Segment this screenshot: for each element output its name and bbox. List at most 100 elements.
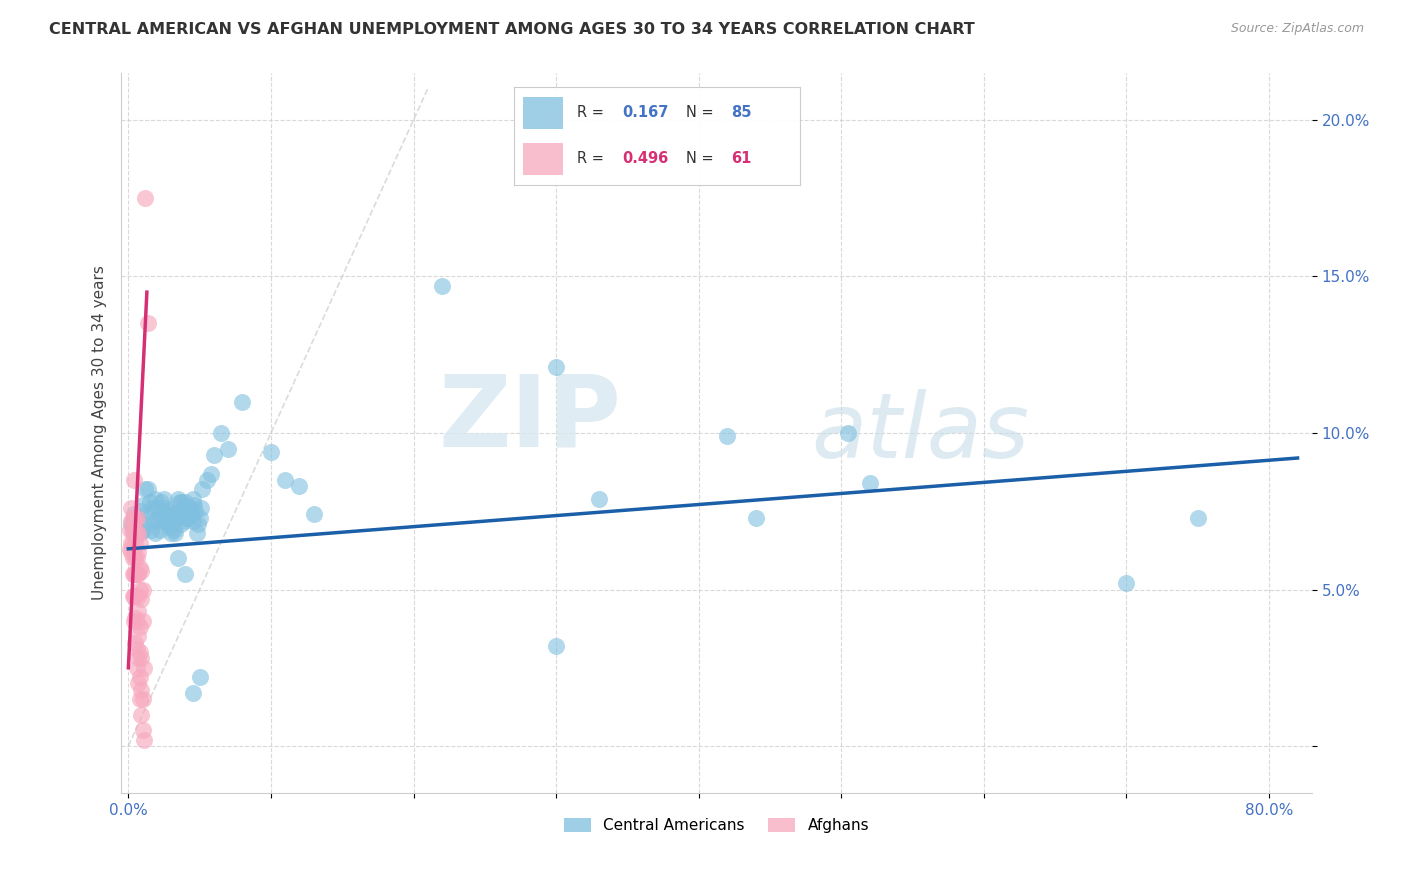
Point [169, 495, 191, 509]
Point [149, 523, 172, 537]
Point [181, 491, 204, 506]
Point [165, 526, 187, 541]
Point [302, 508, 325, 522]
Point [180, 508, 202, 522]
Point [217, 442, 239, 456]
Point [209, 425, 232, 440]
Point [128, 582, 150, 597]
Y-axis label: Unemployment Among Ages 30 to 34 years: Unemployment Among Ages 30 to 34 years [93, 266, 107, 600]
Point [131, 582, 153, 597]
Point [120, 514, 142, 528]
Point [174, 566, 197, 581]
Point [430, 278, 453, 293]
Point [131, 692, 153, 706]
Point [120, 501, 142, 516]
Point [122, 508, 145, 522]
Point [546, 360, 568, 375]
Point [122, 589, 145, 603]
Point [145, 491, 167, 506]
Point [132, 732, 155, 747]
Point [120, 535, 142, 549]
Text: CENTRAL AMERICAN VS AFGHAN UNEMPLOYMENT AMONG AGES 30 TO 34 YEARS CORRELATION CH: CENTRAL AMERICAN VS AFGHAN UNEMPLOYMENT … [49, 22, 974, 37]
Point [179, 501, 201, 516]
Point [190, 501, 212, 516]
Point [136, 483, 159, 497]
Point [231, 394, 253, 409]
Point [260, 444, 283, 458]
Point [165, 508, 187, 522]
Point [183, 498, 205, 512]
Point [170, 516, 193, 531]
Text: Source: ZipAtlas.com: Source: ZipAtlas.com [1230, 22, 1364, 36]
Point [195, 473, 218, 487]
Point [127, 510, 149, 524]
Point [184, 504, 207, 518]
Point [124, 589, 146, 603]
Point [129, 564, 152, 578]
Point [134, 191, 156, 205]
Point [124, 636, 146, 650]
Point [146, 510, 169, 524]
Point [128, 560, 150, 574]
Point [160, 514, 183, 528]
Point [181, 514, 204, 528]
Point [124, 610, 146, 624]
Point [188, 670, 211, 684]
Point [124, 535, 146, 549]
Point [837, 425, 859, 440]
Point [176, 504, 198, 518]
Point [173, 514, 195, 528]
Point [125, 566, 148, 581]
Point [129, 651, 152, 665]
Point [131, 523, 153, 537]
Point [200, 467, 222, 481]
Point [132, 516, 155, 531]
Point [120, 516, 142, 531]
Point [167, 551, 190, 566]
Point [129, 707, 152, 722]
Point [188, 510, 211, 524]
Point [129, 504, 152, 518]
Point [274, 473, 297, 487]
Point [124, 514, 146, 528]
Point [181, 686, 204, 700]
Point [122, 526, 145, 541]
Point [125, 510, 148, 524]
Point [122, 614, 145, 628]
Point [186, 526, 208, 541]
Point [170, 495, 193, 509]
Point [128, 620, 150, 634]
Point [187, 516, 209, 531]
Point [121, 526, 143, 541]
Point [167, 491, 190, 506]
Point [716, 429, 738, 443]
Point [163, 523, 186, 537]
Point [288, 479, 311, 493]
Point [121, 589, 143, 603]
Point [125, 642, 148, 657]
Point [157, 516, 180, 531]
Point [128, 670, 150, 684]
Point [138, 495, 160, 509]
Point [148, 501, 170, 516]
Point [135, 508, 157, 522]
Point [127, 651, 149, 665]
Point [546, 639, 568, 653]
Point [122, 566, 145, 581]
Text: atlas: atlas [811, 389, 1029, 477]
Text: ZIP: ZIP [439, 370, 621, 467]
Point [157, 504, 180, 518]
Point [172, 501, 194, 516]
Point [124, 566, 146, 581]
Point [121, 551, 143, 566]
Point [131, 723, 153, 738]
Point [121, 566, 143, 581]
Point [191, 483, 214, 497]
Point [128, 645, 150, 659]
Point [174, 510, 197, 524]
Point [124, 551, 146, 566]
Point [134, 483, 156, 497]
Point [127, 604, 149, 618]
Point [122, 510, 145, 524]
Point [153, 491, 176, 506]
